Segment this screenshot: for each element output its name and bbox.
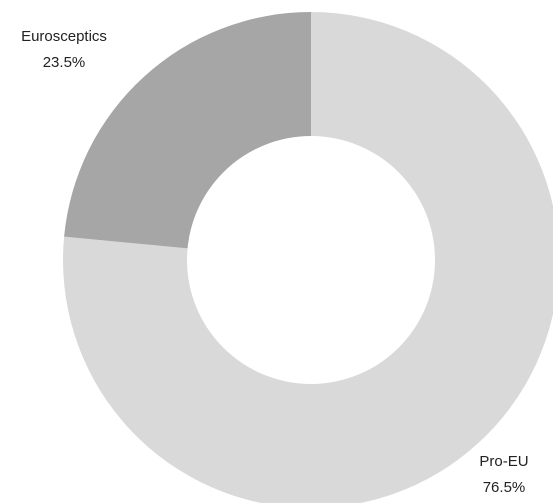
slice-label-eurosceptics-value: 23.5% bbox=[43, 54, 86, 71]
slice-label-eurosceptics-name: Eurosceptics bbox=[21, 28, 107, 45]
slice-label-pro-eu-value: 76.5% bbox=[483, 479, 526, 496]
slice-label-pro-eu-name: Pro-EU bbox=[479, 453, 528, 470]
donut-hole bbox=[187, 136, 435, 384]
slice-pro-eu bbox=[63, 12, 553, 503]
